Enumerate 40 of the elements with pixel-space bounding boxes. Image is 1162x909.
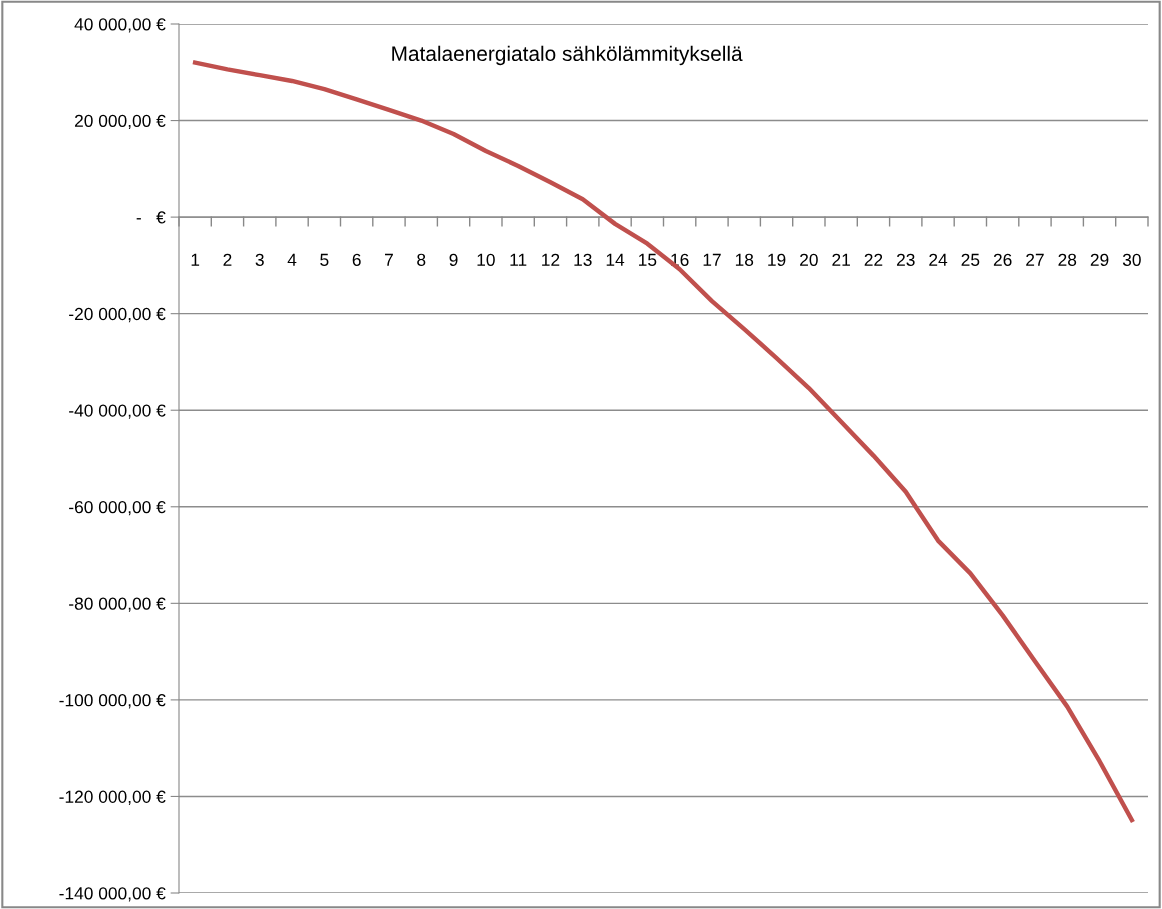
y-tick-label: -120 000,00 € [59, 790, 166, 805]
x-tick-label: 7 [385, 253, 393, 266]
x-tick-label: 30 [1122, 253, 1141, 266]
y-tick-label: -80 000,00 € [69, 597, 166, 612]
x-tick-label: 12 [542, 253, 560, 266]
y-tick-label: - € [136, 211, 166, 224]
x-tick-label: 10 [477, 253, 495, 266]
x-tick-label: 13 [574, 253, 592, 266]
x-tick-label: 3 [255, 253, 264, 266]
x-tick-label: 5 [320, 253, 329, 266]
x-tick-label: 6 [352, 253, 361, 266]
y-tick-label: -60 000,00 € [69, 500, 166, 516]
x-tick-label: 25 [961, 253, 980, 266]
x-tick-label: 29 [1090, 253, 1109, 266]
y-tick-label: 40 000,00 € [74, 18, 166, 33]
x-tick-label: 9 [449, 253, 458, 266]
x-tick-label: 2 [223, 253, 232, 266]
x-tick-label: 1 [191, 253, 200, 266]
x-tick-label: 23 [896, 253, 915, 266]
y-tick-label: -40 000,00 € [69, 404, 166, 419]
y-tick-label: -140 000,00 € [59, 887, 166, 902]
y-tick-label: -100 000,00 € [59, 694, 166, 709]
x-tick-label: 26 [993, 253, 1012, 266]
x-tick-label: 4 [287, 253, 297, 266]
x-tick-label: 21 [832, 253, 850, 266]
x-tick-label: 17 [703, 253, 721, 266]
y-tick-label: 20 000,00 € [74, 114, 166, 130]
x-tick-label: 19 [768, 253, 786, 266]
y-tick-label: -20 000,00 € [69, 307, 166, 323]
x-tick-label: 11 [510, 253, 527, 266]
x-tick-label: 20 [800, 253, 818, 266]
x-tick-label: 8 [417, 253, 426, 266]
text: Matalaenergiatalo sähkölämmityksellä [392, 45, 743, 66]
x-tick-label: 14 [606, 253, 625, 266]
x-tick-label: 15 [639, 253, 657, 266]
x-tick-label: 24 [929, 253, 948, 266]
x-tick-label: 27 [1026, 253, 1044, 266]
x-tick-label: 22 [864, 253, 883, 266]
x-tick-label: 28 [1058, 253, 1077, 266]
x-tick-label: 18 [735, 253, 754, 266]
